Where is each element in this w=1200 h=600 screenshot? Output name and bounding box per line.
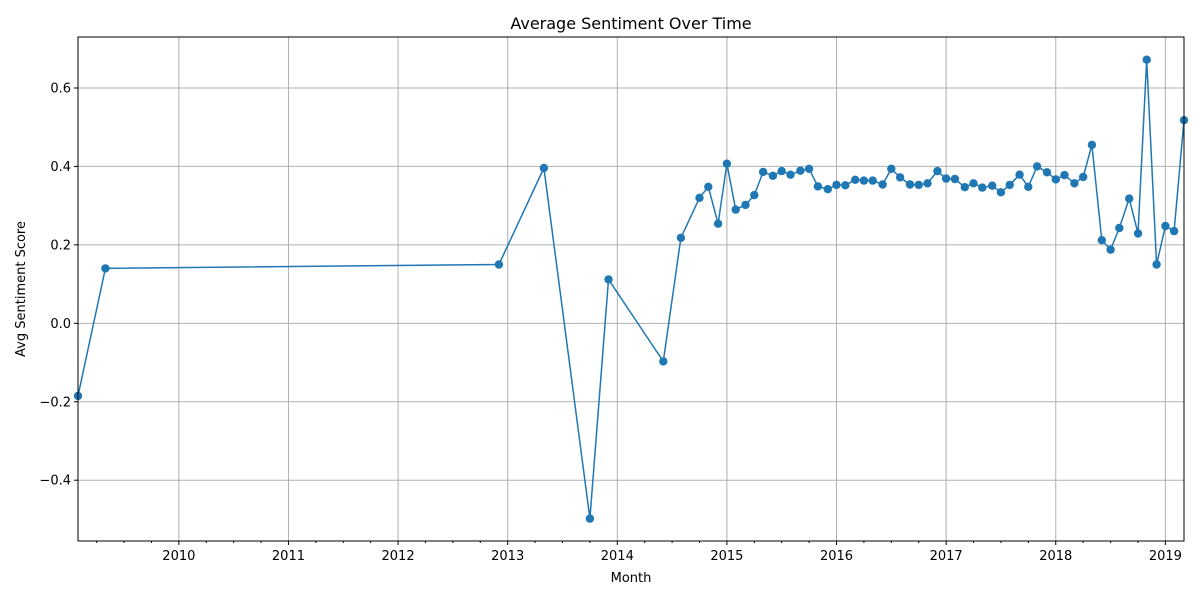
data-point — [933, 166, 942, 176]
x-axis-ticks: 2010 2011 2012 2013 2014 2015 2016 2017 2018 2019 — [96, 541, 1182, 564]
data-point — [868, 176, 877, 185]
x-axis-label: Month — [611, 571, 652, 586]
data-point — [750, 190, 759, 200]
data-point — [1133, 229, 1143, 238]
data-point — [659, 357, 668, 366]
data-point — [813, 182, 823, 191]
data-point — [713, 219, 723, 228]
data-point — [758, 167, 768, 177]
series-line — [77, 58, 1185, 520]
data-point — [996, 188, 1006, 197]
y-tick-label: −0.2 — [39, 395, 71, 410]
y-tick-label: 0.6 — [50, 81, 71, 96]
data-point — [851, 175, 860, 184]
data-point — [695, 193, 704, 202]
data-point — [914, 180, 923, 190]
y-tick-label: 0.2 — [50, 238, 71, 253]
data-point — [950, 174, 960, 184]
data-point — [823, 185, 832, 194]
data-point — [1024, 182, 1033, 191]
data-point — [1169, 226, 1179, 236]
data-point — [969, 179, 978, 188]
data-point — [741, 200, 750, 210]
data-point — [704, 182, 713, 191]
data-point — [1087, 140, 1097, 150]
x-tick-label: 2012 — [382, 549, 415, 564]
data-point — [1152, 260, 1161, 269]
data-point — [878, 180, 887, 189]
data-point — [905, 180, 915, 189]
data-point — [1125, 194, 1134, 203]
x-tick-label: 2015 — [710, 549, 743, 564]
data-point — [1097, 236, 1107, 245]
data-point — [1032, 162, 1042, 171]
y-axis-label: Avg Sentiment Score — [14, 221, 29, 357]
data-point — [777, 166, 786, 176]
x-tick-label: 2011 — [272, 549, 305, 564]
data-point — [978, 183, 987, 192]
data-point — [768, 171, 778, 180]
data-point — [1161, 221, 1170, 231]
data-point — [895, 173, 905, 182]
data-point — [804, 164, 814, 173]
data-point — [923, 179, 932, 188]
data-point — [1079, 172, 1088, 182]
y-axis-ticks: −0.4 −0.2 0.0 0.2 0.4 0.6 — [39, 81, 78, 489]
series-line-layer — [77, 58, 1185, 520]
x-tick-label: 2010 — [162, 549, 195, 564]
series-markers — [73, 55, 1189, 523]
data-point — [832, 180, 841, 190]
data-point — [1115, 223, 1124, 233]
data-point — [887, 164, 896, 173]
data-point — [796, 166, 805, 175]
plot-frame — [77, 36, 1185, 542]
x-tick-label: 2018 — [1039, 549, 1072, 564]
data-point — [786, 170, 795, 179]
data-point — [676, 233, 686, 242]
data-point — [859, 176, 869, 185]
chart-title: Average Sentiment Over Time — [510, 14, 751, 33]
x-tick-label: 2013 — [491, 549, 524, 564]
data-point — [494, 260, 504, 269]
data-point — [988, 181, 997, 190]
data-point — [1070, 179, 1079, 188]
data-point — [941, 174, 951, 183]
data-point — [604, 275, 613, 284]
x-tick-label: 2016 — [820, 549, 853, 564]
data-point — [722, 159, 732, 168]
data-point — [585, 514, 595, 523]
data-point — [1142, 55, 1151, 64]
data-point — [101, 264, 110, 273]
data-point — [1042, 168, 1052, 177]
data-point — [1106, 245, 1115, 254]
x-tick-label: 2019 — [1149, 549, 1182, 564]
x-tick-label: 2014 — [601, 549, 634, 564]
y-tick-label: 0.0 — [50, 317, 71, 332]
data-point — [1051, 175, 1061, 184]
y-tick-label: −0.4 — [39, 474, 71, 489]
grid — [78, 37, 1184, 541]
data-point — [539, 163, 549, 173]
y-tick-label: 0.4 — [50, 160, 71, 175]
x-tick-label: 2017 — [930, 549, 963, 564]
data-point — [731, 205, 740, 214]
data-point — [960, 183, 969, 192]
data-point — [1015, 170, 1024, 179]
data-point — [841, 181, 850, 190]
data-point — [1005, 180, 1014, 190]
data-point — [1060, 170, 1069, 180]
